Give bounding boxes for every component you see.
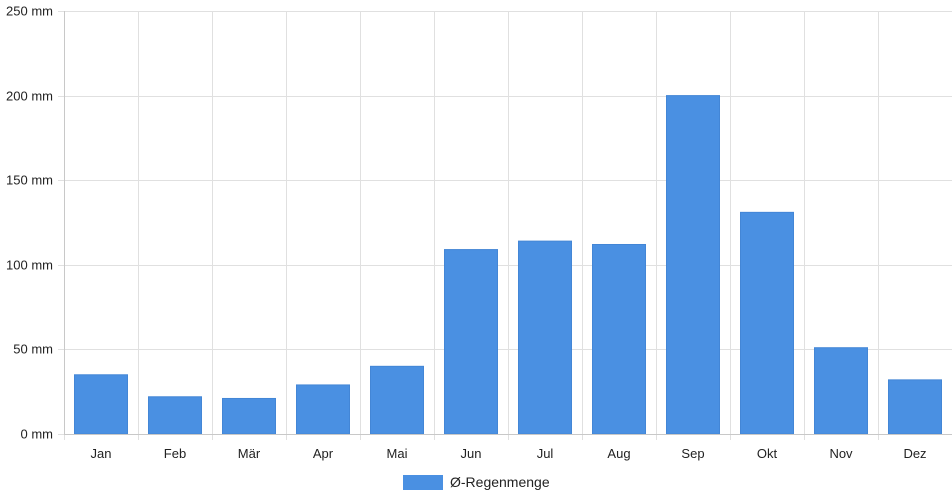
- bar-Apr[interactable]: [296, 384, 350, 435]
- x-tick-label: Jun: [461, 446, 482, 461]
- legend[interactable]: Ø-Regenmenge: [403, 474, 550, 490]
- axes: [64, 11, 952, 435]
- bar-Sep[interactable]: [666, 95, 720, 435]
- bar-Mär[interactable]: [222, 397, 276, 435]
- y-tick-label: 200 mm: [6, 89, 53, 104]
- x-tick-label: Mai: [387, 446, 408, 461]
- x-tick-label: Jan: [91, 446, 112, 461]
- y-tick-label: 100 mm: [6, 258, 53, 273]
- y-tick-labels: 0 mm 50 mm 100 mm 150 mm 200 mm 250 mm: [6, 4, 53, 442]
- bar-Aug[interactable]: [592, 243, 646, 435]
- grid-lines: [58, 11, 952, 440]
- x-tick-label: Feb: [164, 446, 186, 461]
- bar-Feb[interactable]: [148, 396, 202, 435]
- bar-Jul[interactable]: [518, 240, 572, 435]
- y-tick-label: 250 mm: [6, 4, 53, 19]
- x-tick-label: Mär: [238, 446, 261, 461]
- bar-Nov[interactable]: [814, 347, 868, 435]
- bar-Mai[interactable]: [370, 365, 424, 435]
- bar-Dez[interactable]: [888, 379, 942, 435]
- legend-swatch[interactable]: [403, 475, 443, 490]
- x-tick-label: Dez: [903, 446, 926, 461]
- bar-Jun[interactable]: [444, 249, 498, 435]
- bar-Jan[interactable]: [74, 374, 128, 435]
- x-tick-label: Jul: [537, 446, 554, 461]
- y-tick-label: 0 mm: [21, 427, 54, 442]
- y-tick-label: 150 mm: [6, 173, 53, 188]
- x-tick-label: Aug: [607, 446, 630, 461]
- x-tick-labels: Jan Feb Mär Apr Mai Jun Jul Aug Sep Okt Nov Dez: [91, 446, 927, 461]
- x-tick-label: Nov: [829, 446, 853, 461]
- x-tick-label: Apr: [313, 446, 334, 461]
- bars: [74, 95, 942, 435]
- x-tick-label: Sep: [681, 446, 704, 461]
- bar-Okt[interactable]: [740, 211, 794, 435]
- x-tick-label: Okt: [757, 446, 778, 461]
- y-tick-label: 50 mm: [13, 342, 53, 357]
- legend-label[interactable]: Ø-Regenmenge: [450, 474, 550, 490]
